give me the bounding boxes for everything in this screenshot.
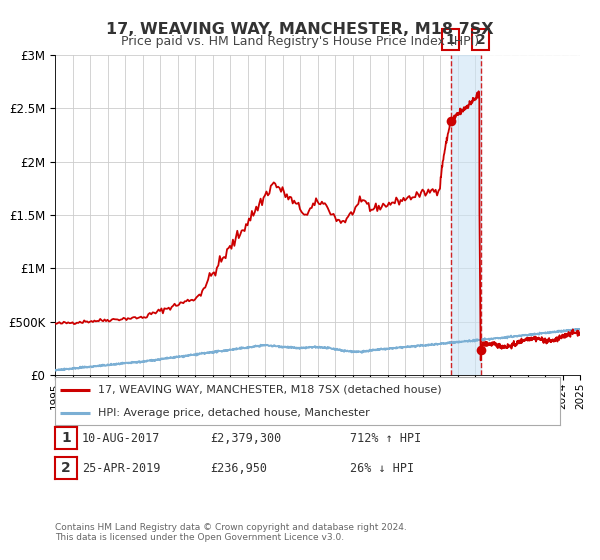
Text: 25-APR-2019: 25-APR-2019 bbox=[82, 461, 160, 474]
Text: 2: 2 bbox=[61, 461, 71, 475]
Text: HPI: Average price, detached house, Manchester: HPI: Average price, detached house, Manc… bbox=[98, 408, 370, 418]
Text: Contains HM Land Registry data © Crown copyright and database right 2024.
This d: Contains HM Land Registry data © Crown c… bbox=[55, 522, 407, 542]
Bar bbox=[451, 55, 481, 375]
Text: 26% ↓ HPI: 26% ↓ HPI bbox=[350, 461, 414, 474]
Text: 17, WEAVING WAY, MANCHESTER, M18 7SX: 17, WEAVING WAY, MANCHESTER, M18 7SX bbox=[106, 22, 494, 38]
Text: £236,950: £236,950 bbox=[210, 461, 267, 474]
Text: 712% ↑ HPI: 712% ↑ HPI bbox=[350, 432, 421, 445]
Text: 10-AUG-2017: 10-AUG-2017 bbox=[82, 432, 160, 445]
Text: Price paid vs. HM Land Registry's House Price Index (HPI): Price paid vs. HM Land Registry's House … bbox=[121, 35, 479, 48]
Text: 2: 2 bbox=[476, 32, 485, 46]
Text: 1: 1 bbox=[61, 431, 71, 445]
Text: 17, WEAVING WAY, MANCHESTER, M18 7SX (detached house): 17, WEAVING WAY, MANCHESTER, M18 7SX (de… bbox=[98, 385, 442, 395]
Text: 1: 1 bbox=[446, 32, 455, 46]
Text: £2,379,300: £2,379,300 bbox=[210, 432, 281, 445]
Bar bbox=[481, 55, 580, 375]
